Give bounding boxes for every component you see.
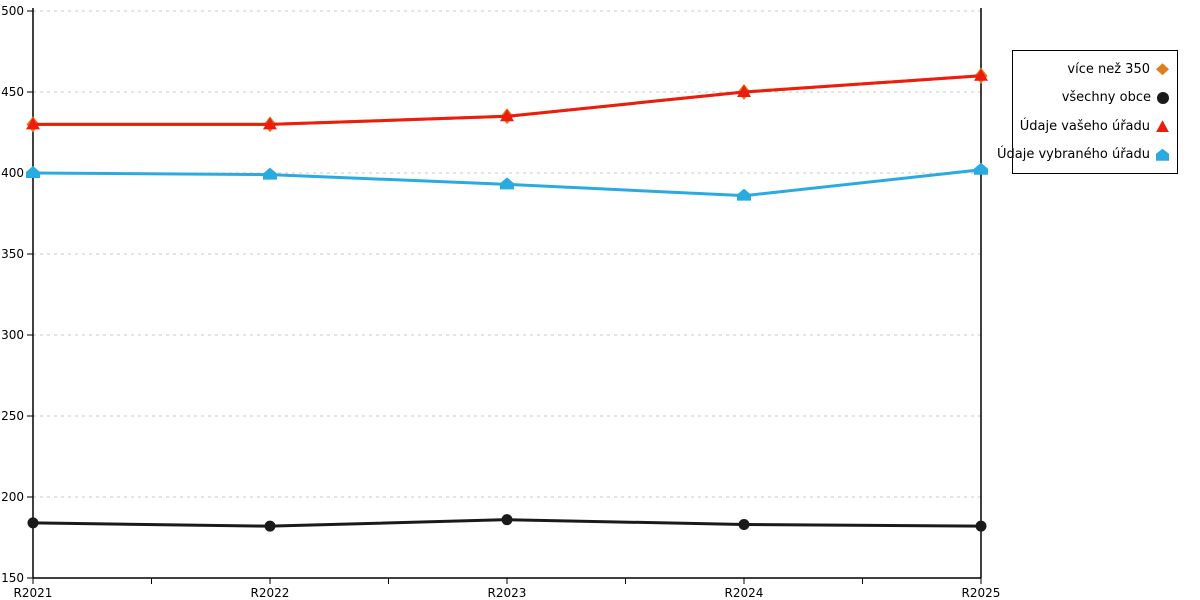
data-point xyxy=(500,177,514,190)
legend-item-vice-nez-350: více než 350 xyxy=(1017,63,1169,76)
y-tick-label: 250 xyxy=(1,409,24,423)
triangle-marker-icon xyxy=(1156,120,1169,133)
data-point xyxy=(738,519,750,531)
x-tick-label: R2024 xyxy=(725,586,764,600)
data-point xyxy=(974,68,988,81)
data-point xyxy=(975,520,987,532)
pentagon-marker-icon xyxy=(1156,148,1169,161)
y-tick-label: 450 xyxy=(1,85,24,99)
data-point xyxy=(26,166,40,178)
legend-label: všechny obce xyxy=(1061,90,1151,106)
legend-item-udaje-vaseho-uradu: Údaje vašeho úřadu xyxy=(1017,120,1169,133)
legend-label: více než 350 xyxy=(1067,61,1150,77)
data-point xyxy=(26,117,40,130)
y-tick-label: 200 xyxy=(1,490,24,504)
data-point xyxy=(263,167,277,180)
x-tick-label: R2021 xyxy=(14,586,53,600)
circle-marker-icon xyxy=(1157,91,1169,104)
data-point xyxy=(737,85,751,97)
data-point xyxy=(264,520,276,532)
y-tick-label: 300 xyxy=(1,328,24,342)
data-point xyxy=(737,188,751,201)
y-tick-label: 400 xyxy=(1,166,24,180)
x-tick-label: R2025 xyxy=(962,586,1001,600)
data-point xyxy=(500,109,514,122)
diamond-marker-icon xyxy=(1156,63,1169,76)
data-point xyxy=(27,517,39,529)
data-point xyxy=(263,117,277,130)
data-point xyxy=(501,514,513,526)
x-tick-label: R2022 xyxy=(251,586,290,600)
y-tick-label: 500 xyxy=(1,4,24,18)
legend-label: Údaje vybraného úřadu xyxy=(996,147,1150,163)
y-tick-label: 350 xyxy=(1,247,24,261)
data-point xyxy=(974,162,988,175)
y-tick-label: 150 xyxy=(1,571,24,585)
chart-legend: více než 350 všechny obce Údaje vašeho ú… xyxy=(997,50,1178,174)
legend-item-udaje-vybraneho-uradu: Údaje vybraného úřadu xyxy=(997,148,1169,161)
legend-label: Údaje vašeho úřadu xyxy=(1019,118,1150,134)
x-tick-label: R2023 xyxy=(488,586,527,600)
legend-item-vsechny-obce: všechny obce xyxy=(1017,91,1169,104)
